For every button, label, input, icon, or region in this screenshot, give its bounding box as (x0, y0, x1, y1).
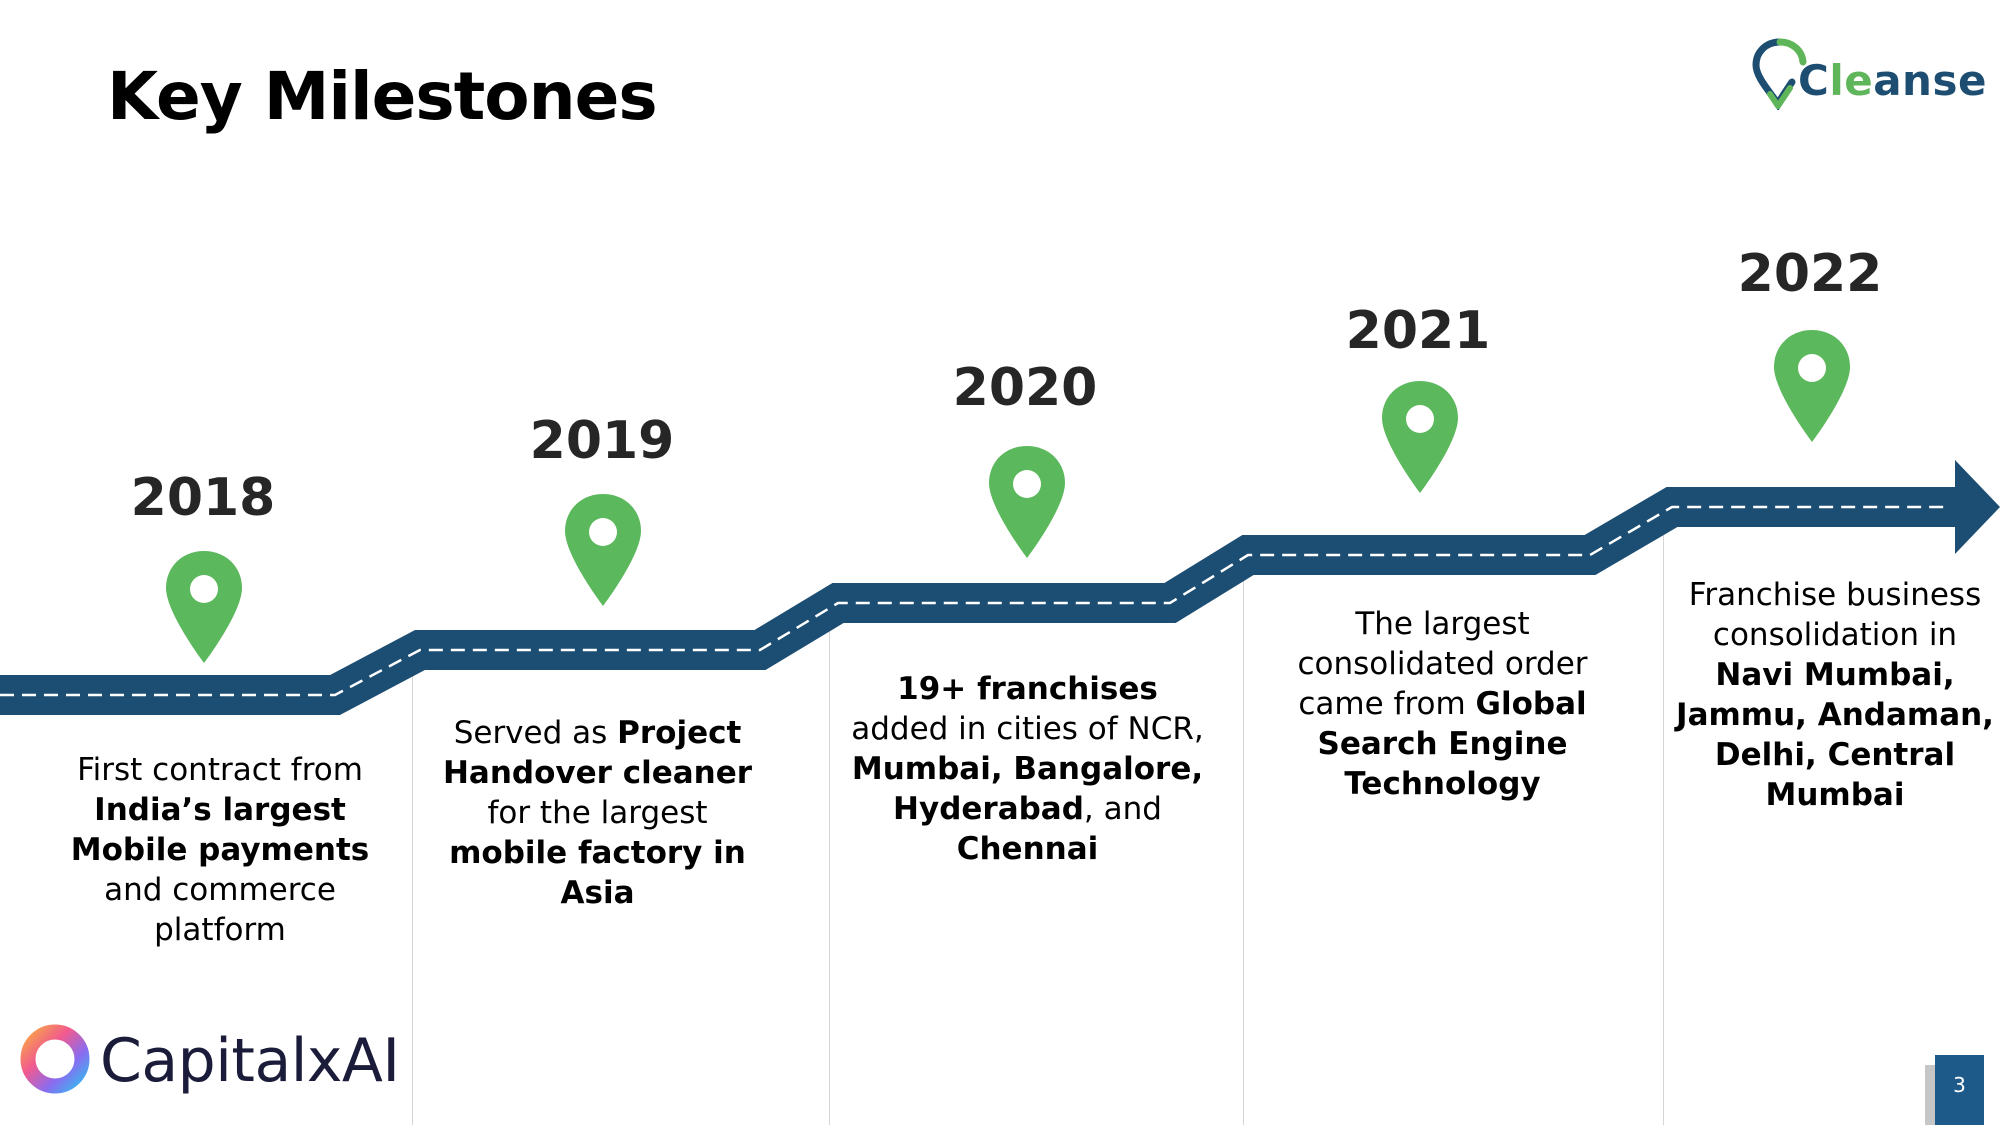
milestone-text: for the largest (487, 795, 708, 831)
milestone-description: The largest consolidated order came from… (1280, 604, 1605, 804)
milestone-year: 2022 (1737, 244, 1883, 304)
milestone-text: First contract from (77, 752, 363, 788)
milestone-text-bold: mobile factory in Asia (449, 835, 746, 911)
milestone-text: Franchise business consolidation in (1688, 577, 1982, 653)
location-pin-icon (989, 446, 1065, 558)
milestone-text-bold: Global Search Engine Technology (1317, 686, 1587, 802)
location-pin-icon (565, 494, 641, 606)
milestone-text-bold: Navi Mumbai, Jammu, Andaman, Delhi, Cent… (1676, 657, 1994, 813)
cleanse-logo (1752, 38, 1807, 110)
milestone-description: 19+ franchises added in cities of NCR, M… (850, 669, 1205, 869)
milestone-text: and commerce platform (104, 872, 336, 948)
timeline-arrow-head (1955, 460, 2000, 554)
milestone-text-bold: India’s largest Mobile payments (70, 792, 370, 868)
milestone-text: , and (1083, 791, 1162, 827)
milestone-text: Served as (453, 715, 618, 751)
location-pin-icon (1774, 330, 1850, 442)
cleanse-pin-icon (1752, 38, 1807, 110)
milestone-text-bold: Project Handover cleaner (442, 715, 753, 791)
capitalxai-wordmark: CapitalxAI (100, 1026, 400, 1096)
milestone-description: First contract from India’s largest Mobi… (60, 750, 380, 950)
column-divider (412, 665, 413, 1125)
milestone-text-bold: Mumbai, Bangalore, Hyderabad (851, 751, 1204, 827)
timeline-road-body (0, 460, 2000, 715)
milestone-year: 2020 (952, 358, 1098, 418)
milestone-year: 2018 (130, 468, 276, 528)
milestone-year: 2021 (1345, 301, 1491, 361)
column-divider (1663, 520, 1664, 1125)
milestone-text: The largest consolidated order came from (1297, 606, 1588, 722)
milestone-description: Franchise business consolidation in Navi… (1675, 575, 1995, 815)
column-divider (1243, 568, 1244, 1125)
location-pin-icon (166, 551, 242, 663)
milestone-year: 2019 (529, 411, 675, 471)
milestone-text-bold: 19+ franchises (897, 671, 1158, 707)
milestone-text-bold: Chennai (956, 831, 1099, 867)
page-title: Key Milestones (107, 58, 658, 135)
milestone-description: Served as Project Handover cleaner for t… (440, 713, 755, 913)
column-divider (829, 615, 830, 1125)
location-pin-icon (1382, 381, 1458, 493)
cleanse-wordmark: Cleanse (1798, 56, 1987, 105)
page-number: 3 (1935, 1055, 1984, 1125)
capitalxai-ring-icon (20, 1024, 90, 1094)
milestone-text: added in cities of NCR, (851, 711, 1204, 747)
